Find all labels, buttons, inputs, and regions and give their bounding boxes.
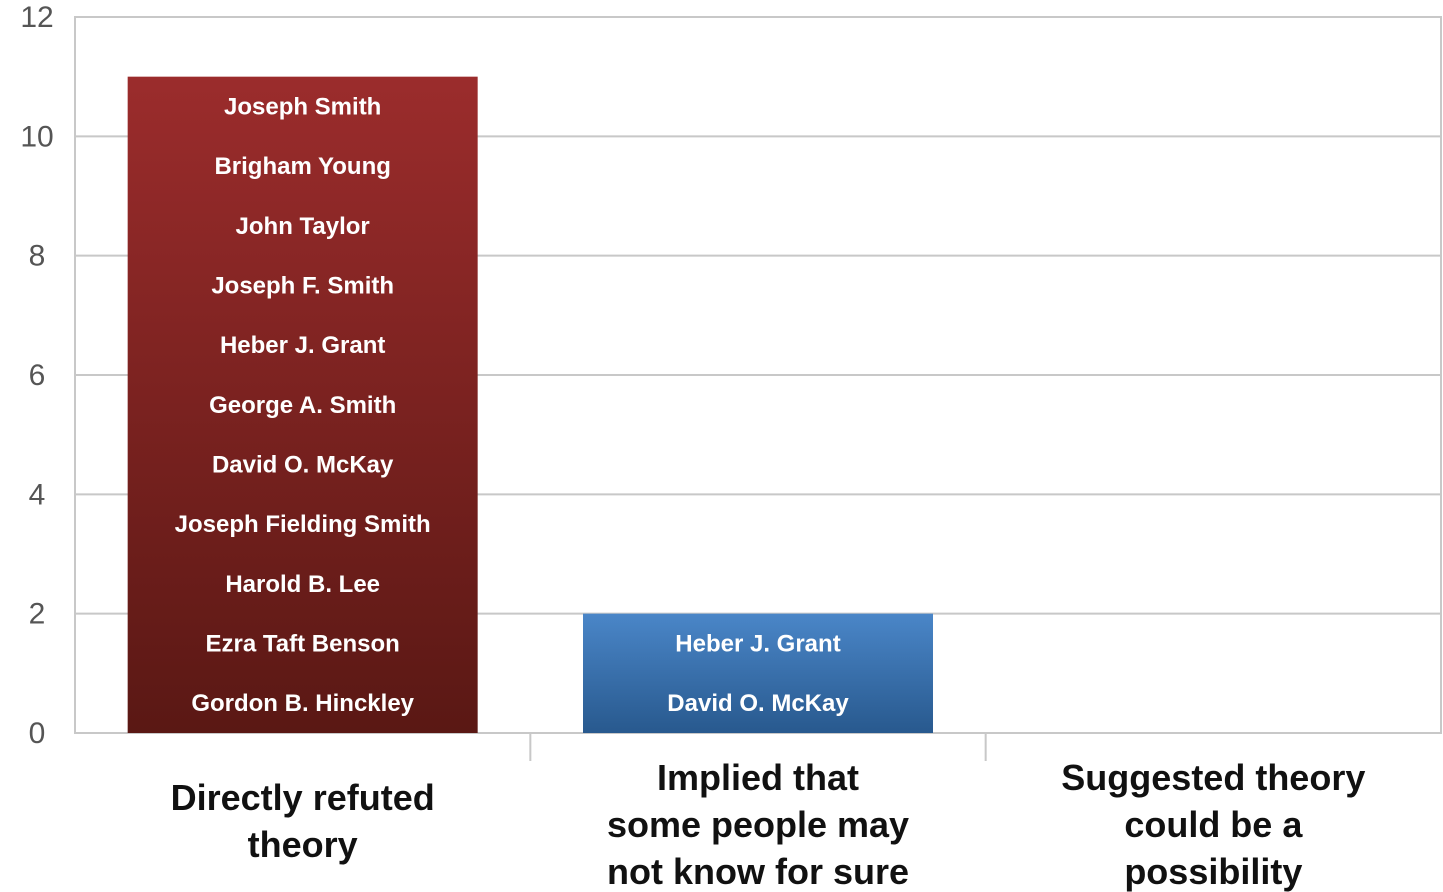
bar-name-label: Gordon B. Hinckley xyxy=(191,690,414,717)
category-label-line: some people may xyxy=(607,804,909,845)
bar-name-label: John Taylor xyxy=(236,213,370,240)
category-label-line: Suggested theory xyxy=(1061,757,1365,798)
bar-name-label: David O. McKay xyxy=(212,452,394,479)
category-label-line: could be a xyxy=(1124,804,1303,845)
category-label-line: Directly refuted xyxy=(171,777,435,818)
bar-name-label: Brigham Young xyxy=(214,153,390,180)
y-tick-label: 0 xyxy=(29,717,46,750)
bar xyxy=(583,613,933,733)
category-label: Implied that some people may not know for … xyxy=(607,757,909,892)
bar-name-label: Harold B. Lee xyxy=(225,571,380,598)
y-tick-label: 2 xyxy=(29,598,46,631)
category-label: Directly refuted theory xyxy=(171,777,435,865)
category-label-line: possibility xyxy=(1124,851,1302,892)
category-label-line: theory xyxy=(248,824,358,865)
category-label-line: Implied that xyxy=(657,757,859,798)
y-tick-label: 4 xyxy=(29,478,46,511)
y-tick-label: 6 xyxy=(29,359,46,392)
bar-name-label: Joseph F. Smith xyxy=(211,273,394,300)
y-tick-label: 12 xyxy=(20,1,53,34)
bar-name-label: Heber J. Grant xyxy=(220,332,385,359)
category-label-line: not know for sure xyxy=(607,851,909,892)
bar-name-label: Heber J. Grant xyxy=(675,631,840,658)
bar-name-label: Joseph Fielding Smith xyxy=(175,511,431,538)
category-label: Suggested theory could be a possibility xyxy=(1061,757,1365,892)
bars: Joseph Smith Brigham Young John Taylor Jose… xyxy=(127,76,933,733)
x-axis: Directly refuted theory Implied that some p… xyxy=(171,733,1365,892)
bar-name-label: George A. Smith xyxy=(209,392,396,419)
bar xyxy=(127,76,478,733)
bar-name-label: Joseph Smith xyxy=(224,94,381,121)
y-axis: 0 2 4 6 8 10 12 xyxy=(20,1,53,750)
bar-name-label: Ezra Taft Benson xyxy=(206,631,400,658)
y-tick-label: 10 xyxy=(20,120,53,153)
bar-name-label: David O. McKay xyxy=(667,690,849,717)
y-tick-label: 8 xyxy=(29,240,46,273)
